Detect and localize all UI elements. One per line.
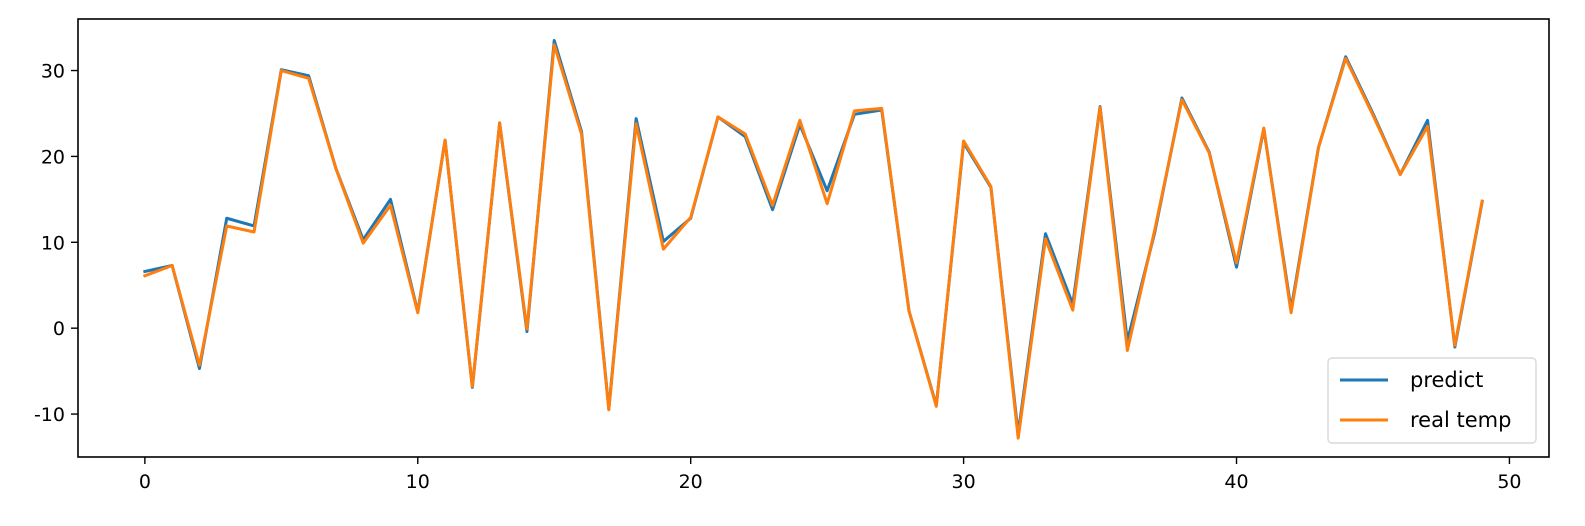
legend-label-predict: predict [1410, 368, 1483, 392]
x-axis: 0 10 20 30 40 50 [139, 457, 1522, 493]
x-tick-label-30: 30 [952, 471, 976, 493]
legend: predict real temp [1327, 357, 1537, 444]
x-tick-label-0: 0 [139, 471, 151, 493]
y-tick-label-30: 30 [41, 61, 65, 83]
series-layer [142, 38, 1484, 440]
y-tick-label-20: 20 [41, 146, 65, 168]
series-line-predict [143, 38, 1484, 436]
y-axis: -10 0 10 20 30 [34, 61, 78, 426]
legend-label-real-temp: real temp [1410, 408, 1511, 432]
y-tick-label-0: 0 [53, 318, 65, 340]
series-line-real-temp [142, 43, 1484, 440]
y-tick-label--10: -10 [34, 404, 65, 426]
x-tick-label-50: 50 [1497, 471, 1521, 493]
x-tick-label-20: 20 [679, 471, 703, 493]
plot-frame [77, 18, 1550, 458]
y-tick-label-10: 10 [41, 232, 65, 254]
x-tick-label-10: 10 [406, 471, 430, 493]
x-tick-label-40: 40 [1224, 471, 1248, 493]
